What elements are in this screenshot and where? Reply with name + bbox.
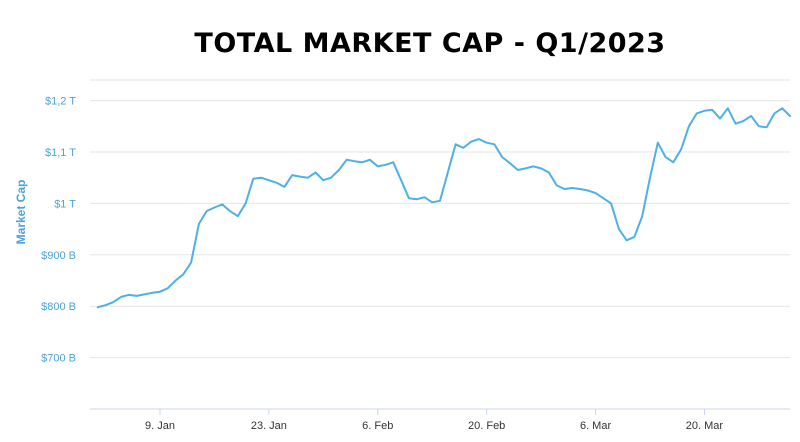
- y-tick-label: $700 B: [41, 353, 76, 365]
- y-axis-label: Market Cap: [14, 180, 28, 245]
- y-tick-label: $1 T: [54, 198, 76, 210]
- x-tick-label: 20. Mar: [686, 420, 724, 432]
- x-tick-marks: [159, 409, 705, 415]
- y-gridlines: [90, 79, 790, 359]
- chart-title: TOTAL MARKET CAP - Q1/2023: [194, 28, 666, 59]
- y-tick-label: $800 B: [41, 301, 76, 313]
- market-cap-series-line: [96, 107, 791, 309]
- x-tick-label: 6. Feb: [362, 420, 393, 432]
- y-tick-label: $900 B: [41, 250, 76, 262]
- x-tick-label: 6. Mar: [580, 420, 612, 432]
- x-tick-label: 20. Feb: [468, 420, 505, 432]
- x-tick-labels: 9. Jan 23. Jan 6. Feb 20. Feb 6. Mar 20. Mar: [145, 420, 723, 432]
- y-tick-label: $1,2 T: [45, 96, 76, 108]
- y-tick-labels: $700 B $800 B $900 B $1 T $1,1 T $1,2 T: [41, 96, 76, 365]
- x-tick-label: 9. Jan: [145, 420, 175, 432]
- y-tick-label: $1,1 T: [45, 147, 76, 159]
- x-tick-label: 23. Jan: [251, 420, 287, 432]
